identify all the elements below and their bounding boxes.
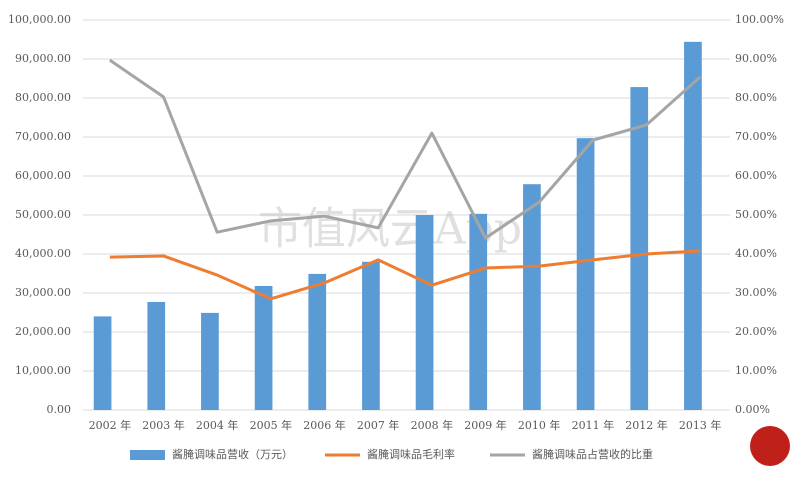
bar xyxy=(469,213,488,410)
x-tick-label: 2011 年 xyxy=(572,418,615,432)
x-tick-label: 2013 年 xyxy=(679,418,722,432)
x-tick-label: 2008 年 xyxy=(411,418,454,432)
bar xyxy=(147,301,166,410)
y2-tick-label: 80.00% xyxy=(735,91,777,104)
y-tick-label: 0.00 xyxy=(47,403,72,416)
x-tick-label: 2009 年 xyxy=(464,418,507,432)
y2-tick-label: 0.00% xyxy=(735,403,770,416)
bar xyxy=(254,285,273,410)
y2-tick-label: 90.00% xyxy=(735,52,777,65)
y2-tick-label: 40.00% xyxy=(735,247,777,260)
bar xyxy=(630,87,649,410)
y-tick-label: 30,000.00 xyxy=(15,286,71,299)
y-tick-label: 40,000.00 xyxy=(15,247,71,260)
y2-tick-label: 10.00% xyxy=(735,364,777,377)
x-tick-label: 2004 年 xyxy=(196,418,239,432)
bar xyxy=(201,312,219,410)
y-tick-label: 50,000.00 xyxy=(15,208,71,221)
x-tick-label: 2010 年 xyxy=(518,418,561,432)
y-tick-label: 20,000.00 xyxy=(15,325,71,338)
y-tick-label: 90,000.00 xyxy=(15,52,71,65)
legend-label: 酱腌调味品毛利率 xyxy=(367,447,455,461)
x-tick-label: 2002 年 xyxy=(89,418,132,432)
y2-tick-label: 60.00% xyxy=(735,169,777,182)
line xyxy=(108,58,702,240)
legend-label: 酱腌调味品占营收的比重 xyxy=(532,447,653,461)
bar xyxy=(576,138,595,411)
legend-label: 酱腌调味品营收（万元） xyxy=(172,447,293,461)
bar xyxy=(362,261,380,410)
x-tick-label: 2012 年 xyxy=(625,418,668,432)
x-tick-label: 2006 年 xyxy=(303,418,346,432)
y-tick-label: 100,000.00 xyxy=(8,13,71,26)
y-tick-label: 60,000.00 xyxy=(15,169,71,182)
x-tick-label: 2003 年 xyxy=(142,418,185,432)
y-tick-label: 10,000.00 xyxy=(15,364,71,377)
line xyxy=(109,249,701,301)
bar xyxy=(684,41,702,411)
y2-tick-label: 70.00% xyxy=(735,130,777,143)
y-tick-label: 80,000.00 xyxy=(15,91,71,104)
logo-seal xyxy=(750,426,790,466)
y2-tick-label: 30.00% xyxy=(735,286,777,299)
bar xyxy=(308,273,327,410)
legend-swatch xyxy=(130,450,165,460)
x-tick-label: 2005 年 xyxy=(250,418,293,432)
bar xyxy=(415,215,434,410)
y2-tick-label: 50.00% xyxy=(735,208,777,221)
y2-tick-label: 20.00% xyxy=(735,325,777,338)
bar xyxy=(93,316,112,410)
bar xyxy=(523,184,541,410)
x-tick-label: 2007 年 xyxy=(357,418,400,432)
y2-tick-label: 100.00% xyxy=(735,13,784,26)
y-tick-label: 70,000.00 xyxy=(15,130,71,143)
